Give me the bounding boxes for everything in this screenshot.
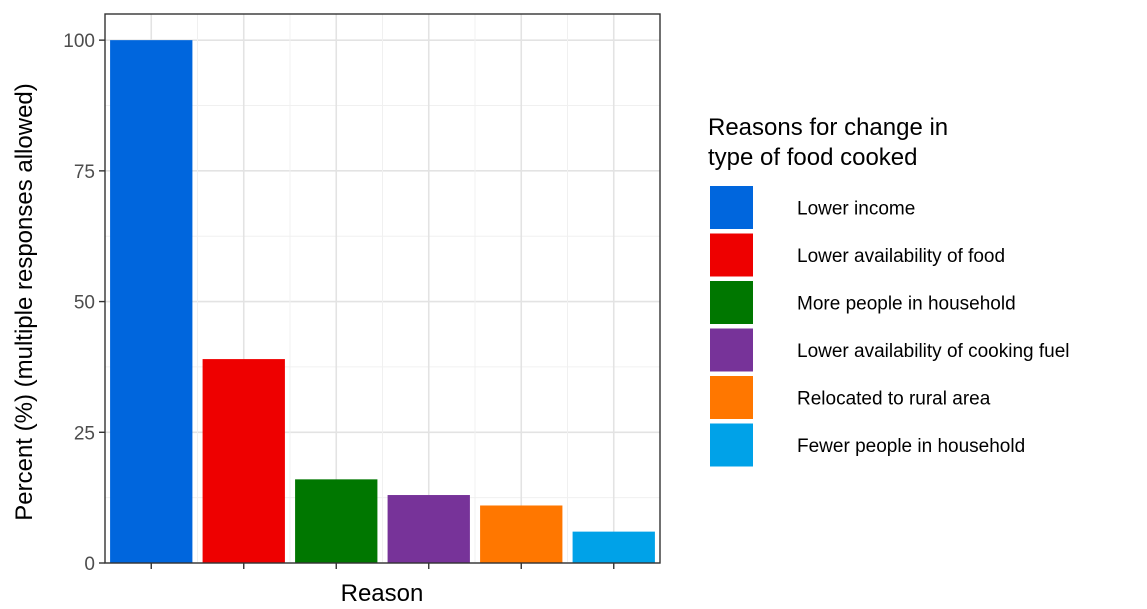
legend-item: Relocated to rural area <box>710 376 991 419</box>
y-axis: 0 25 50 75 100 <box>63 31 105 575</box>
legend-key <box>710 376 753 419</box>
legend-label: Lower income <box>797 199 915 220</box>
y-tick-label: 25 <box>74 423 95 444</box>
legend-key <box>710 328 753 372</box>
legend-key <box>710 186 753 229</box>
y-tick-label: 75 <box>74 162 95 183</box>
legend-key <box>710 281 753 324</box>
legend-item: Lower availability of food <box>710 233 1005 277</box>
y-tick-label: 50 <box>74 293 95 314</box>
legend-label: More people in household <box>797 294 1016 315</box>
legend-title-line-2: type of food cooked <box>708 144 917 171</box>
y-axis-label: Percent (%) (multiple responses allowed) <box>11 83 38 521</box>
legend-items: Lower income Lower availability of food Mo… <box>710 186 1070 467</box>
y-tick-label: 0 <box>84 554 95 575</box>
legend-item: Lower income <box>710 186 915 229</box>
legend-item: More people in household <box>710 281 1016 324</box>
legend-label: Relocated to rural area <box>797 389 991 410</box>
bar-lower-availability-of-food <box>202 359 285 563</box>
bar-lower-availability-of-cooking-fuel <box>387 495 470 563</box>
legend-key <box>710 233 753 277</box>
legend-title-line-1: Reasons for change in <box>708 114 948 141</box>
panel-border <box>104 13 661 564</box>
x-axis-label: Reason <box>341 580 424 604</box>
legend-key <box>710 423 753 467</box>
bars <box>110 40 655 563</box>
bar-more-people-in-household <box>295 479 378 563</box>
y-tick-label: 100 <box>63 31 95 52</box>
bar-fewer-people-in-household <box>572 531 655 563</box>
legend-label: Lower availability of food <box>797 246 1005 267</box>
legend-item: Fewer people in household <box>710 423 1025 467</box>
legend-item: Lower availability of cooking fuel <box>710 328 1070 372</box>
x-axis <box>150 563 615 569</box>
plot-frame <box>104 13 661 564</box>
legend: Reasons for change in type of food cooke… <box>708 114 1070 467</box>
bar-relocated-to-rural-area <box>480 505 563 563</box>
bar-lower-income <box>110 40 193 563</box>
legend-label: Lower availability of cooking fuel <box>797 341 1070 362</box>
legend-label: Fewer people in household <box>797 436 1025 457</box>
